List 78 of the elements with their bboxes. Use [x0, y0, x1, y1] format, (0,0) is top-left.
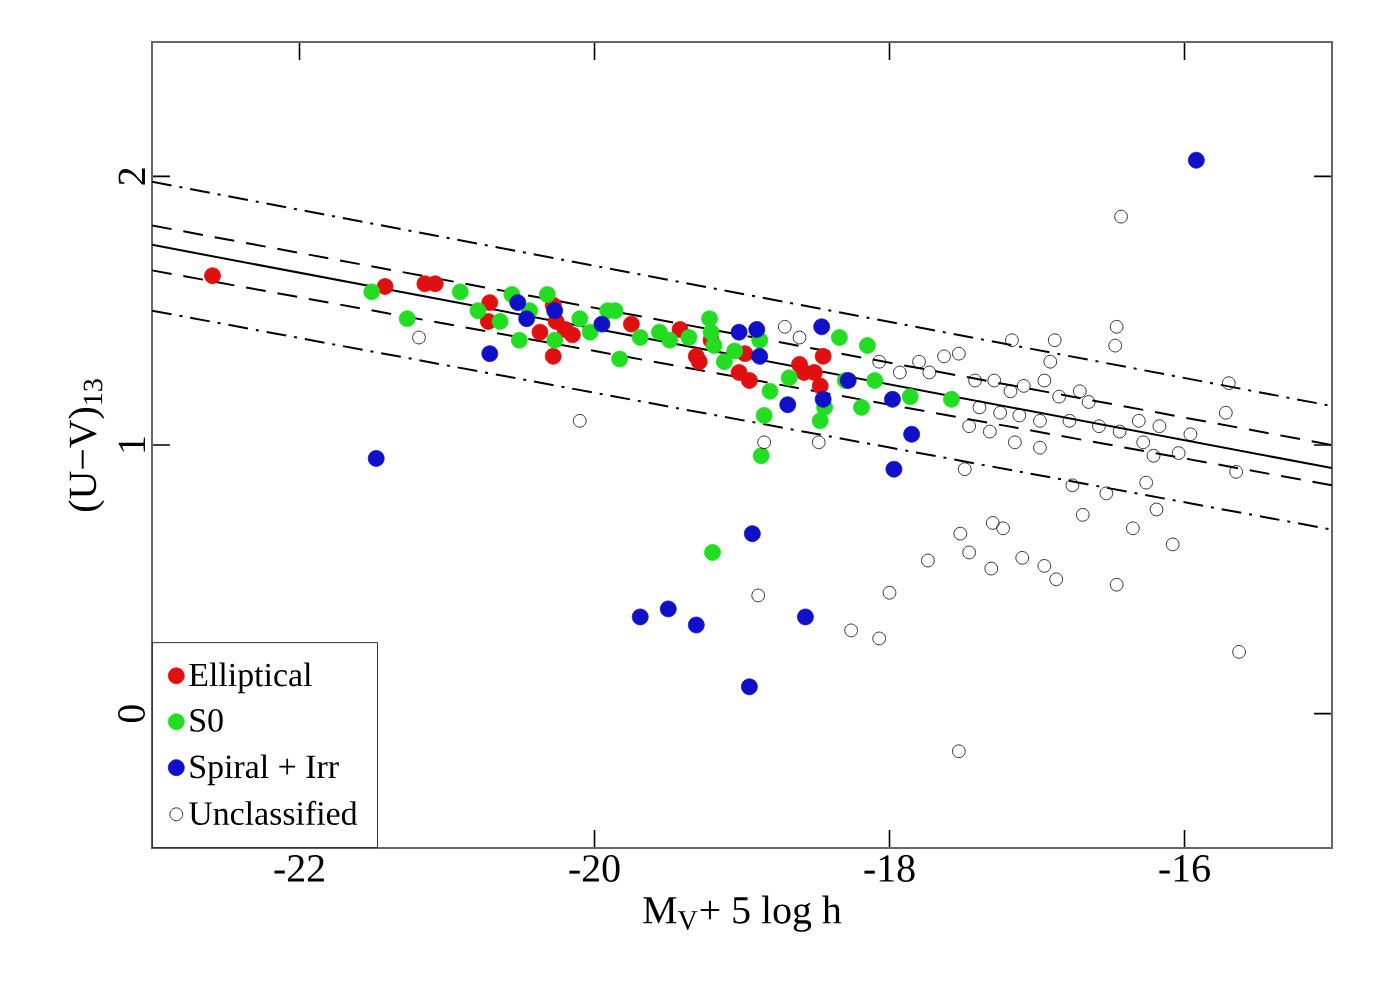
point — [690, 353, 708, 371]
point — [544, 347, 562, 365]
point — [726, 342, 743, 360]
point — [623, 315, 640, 333]
point — [564, 326, 581, 344]
point — [814, 347, 832, 365]
point — [631, 329, 649, 346]
point — [797, 608, 814, 626]
point — [730, 323, 748, 341]
y-axis-title: (U−V)$_{13}$ — [68, 379, 105, 511]
point — [943, 390, 960, 408]
point — [571, 310, 589, 328]
point — [451, 283, 469, 301]
point — [761, 382, 779, 400]
point — [813, 318, 831, 336]
point — [780, 369, 798, 387]
x-axis-title: M$_{V}$+ 5 log h — [643, 895, 842, 932]
point — [743, 525, 761, 543]
point — [469, 302, 487, 320]
legend-label: Elliptical — [189, 662, 312, 694]
point — [811, 377, 829, 395]
y-tick-label: 1 — [118, 437, 145, 452]
point — [730, 364, 748, 381]
point — [715, 353, 733, 371]
point — [779, 396, 797, 414]
point — [611, 350, 628, 368]
point — [546, 302, 564, 320]
point — [704, 544, 721, 561]
point — [1187, 151, 1205, 169]
point — [680, 329, 698, 346]
y-tick-label: 0 — [118, 705, 145, 723]
point — [491, 313, 509, 330]
point — [481, 345, 499, 363]
point — [702, 323, 720, 341]
point — [581, 323, 599, 341]
x-tick-label: -16 — [1159, 855, 1210, 882]
point — [859, 337, 876, 354]
point — [531, 323, 549, 341]
point — [367, 450, 385, 467]
point — [687, 616, 705, 634]
point — [752, 447, 770, 465]
point — [751, 347, 769, 365]
point — [376, 278, 394, 295]
point — [651, 323, 668, 341]
point — [748, 321, 766, 338]
point — [885, 460, 903, 478]
point — [705, 337, 723, 354]
point — [903, 425, 920, 443]
x-tick-label: -20 — [569, 855, 620, 882]
point — [741, 372, 758, 389]
point — [811, 412, 829, 430]
point — [814, 390, 832, 408]
point — [518, 310, 536, 328]
point — [631, 608, 649, 626]
point — [538, 286, 556, 303]
legend-label: S0 — [190, 708, 223, 732]
point — [398, 310, 416, 328]
y-tick-label: 2 — [118, 168, 145, 185]
point — [741, 678, 758, 696]
point — [546, 331, 564, 349]
point — [363, 283, 381, 301]
point — [853, 399, 870, 416]
point — [509, 294, 527, 311]
point — [204, 267, 221, 285]
point — [830, 329, 848, 346]
point — [593, 315, 611, 333]
point — [755, 407, 773, 424]
point — [510, 331, 528, 349]
point — [866, 372, 884, 389]
x-tick-label: -18 — [864, 855, 915, 882]
legend-label: Spiral + Irr — [190, 754, 339, 786]
point — [481, 294, 499, 311]
point — [659, 600, 677, 618]
point — [661, 331, 679, 349]
x-tick-label: -22 — [274, 855, 324, 882]
point — [901, 388, 919, 406]
legend-label: Unclassified — [188, 800, 358, 826]
point — [884, 390, 901, 408]
